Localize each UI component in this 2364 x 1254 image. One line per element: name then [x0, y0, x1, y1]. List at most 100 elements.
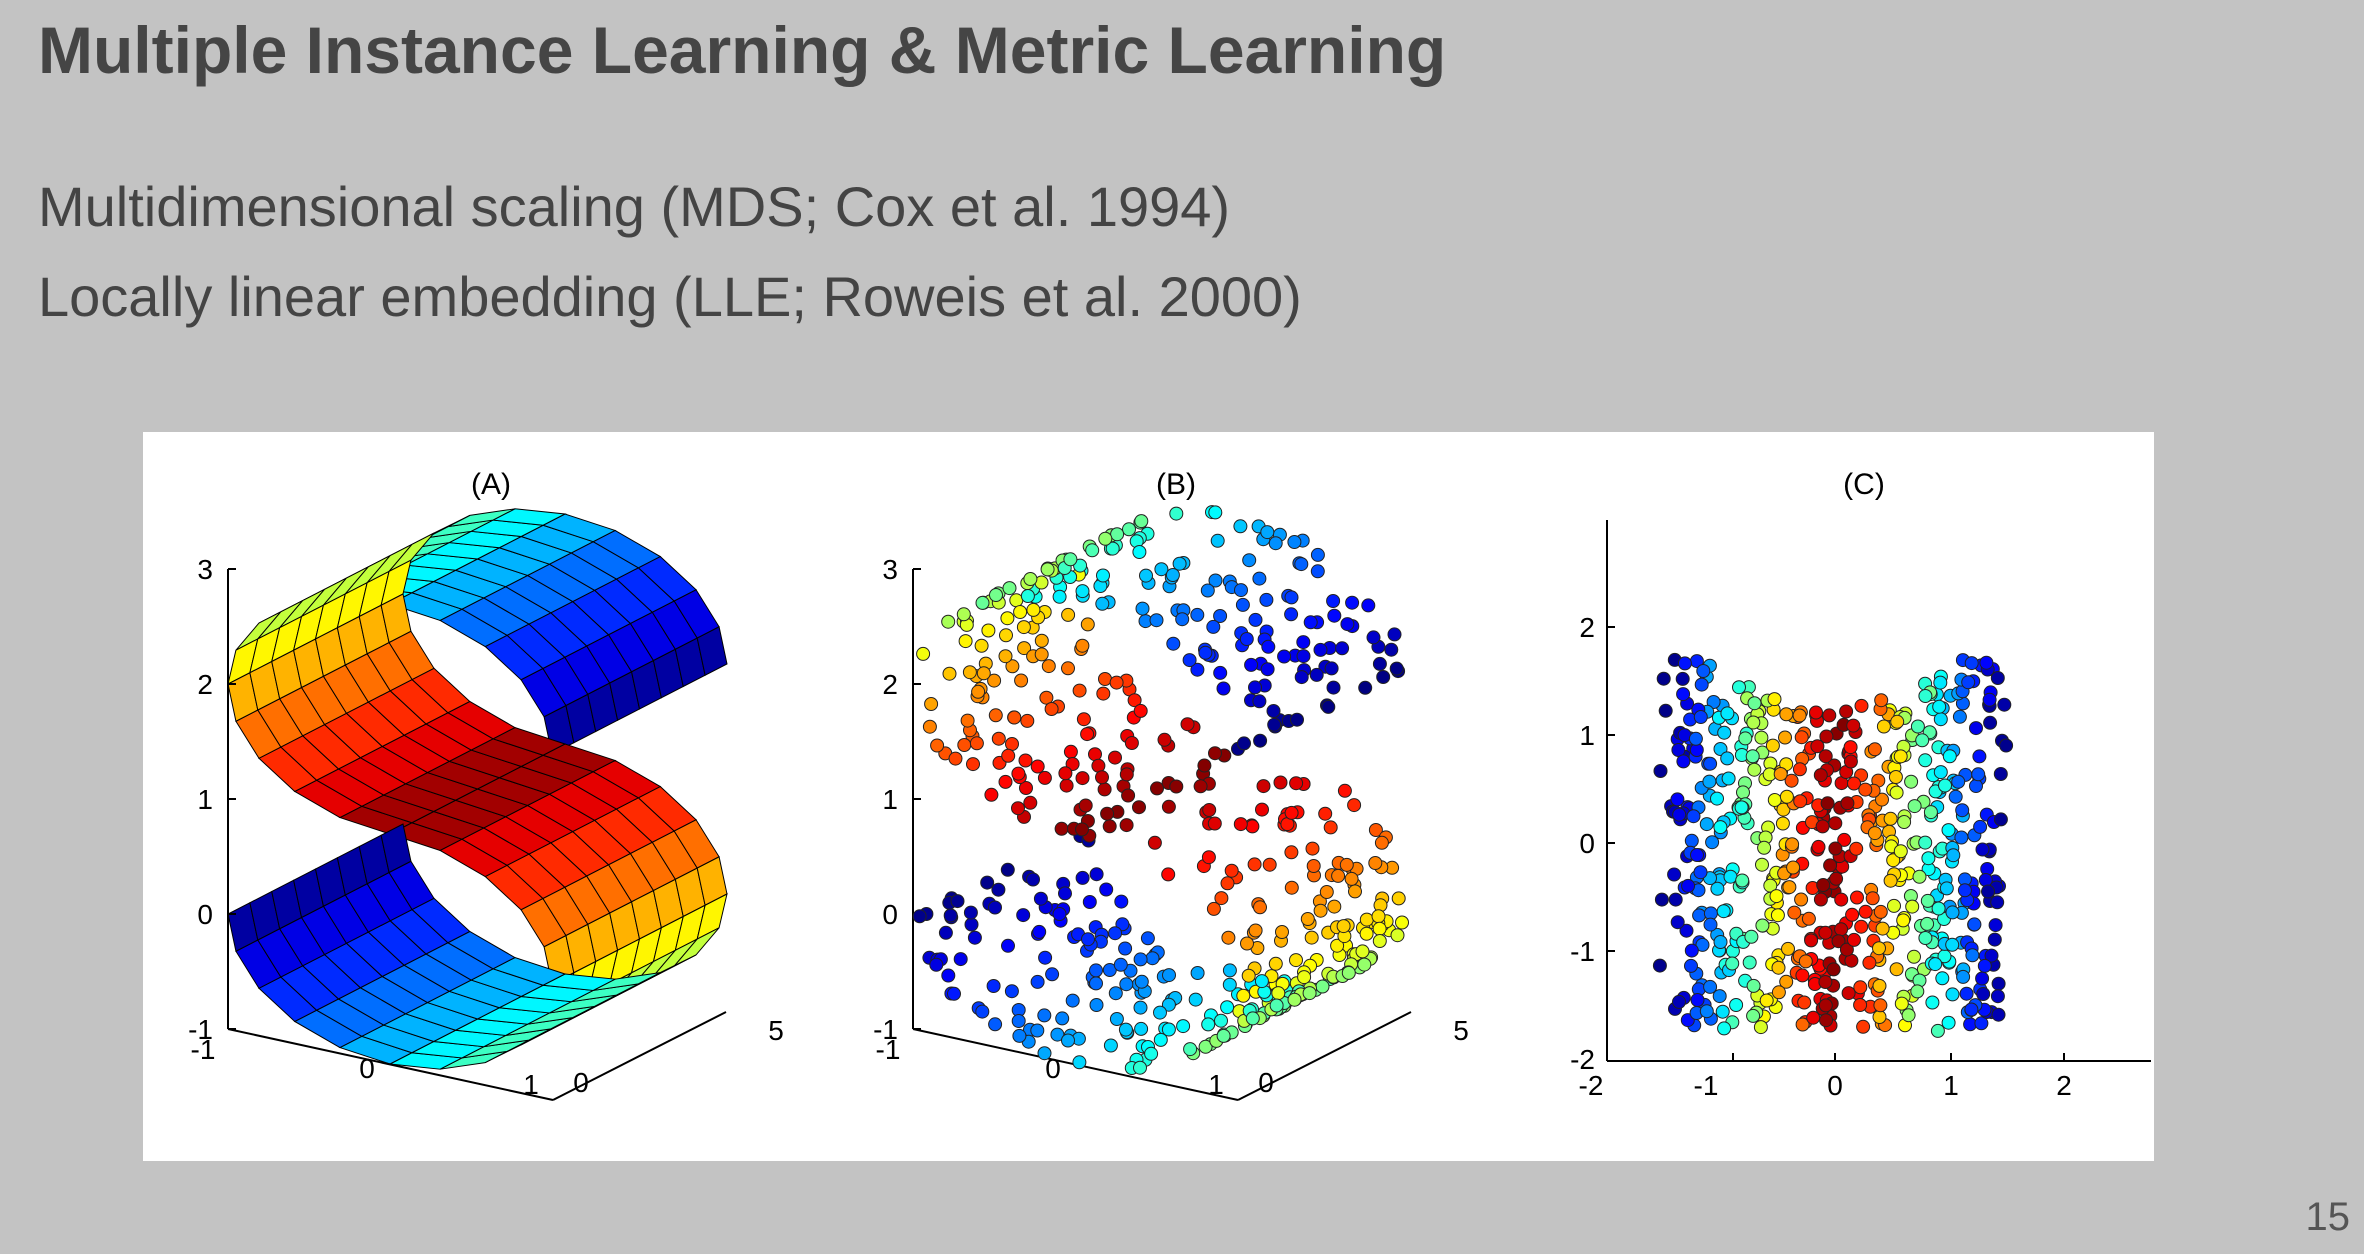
- scatter-point: [1715, 1004, 1730, 1019]
- scatter-point: [1065, 993, 1080, 1008]
- scatter-point: [1248, 923, 1263, 938]
- scatter-point: [1376, 670, 1391, 684]
- scatter-point: [1032, 924, 1047, 939]
- scatter-point: [1118, 1022, 1133, 1037]
- scatter-point: [1273, 775, 1288, 790]
- scatter-point: [1099, 882, 1114, 897]
- scatter-point: [1858, 782, 1873, 797]
- scatter-point: [1933, 765, 1948, 780]
- scatter-point: [1348, 884, 1362, 899]
- scatter-point: [967, 930, 982, 945]
- scatter-point: [1088, 747, 1102, 762]
- scatter-point: [1190, 607, 1205, 622]
- scatter-point: [1738, 731, 1753, 746]
- scatter-point: [1100, 806, 1115, 821]
- scatter-point: [922, 719, 937, 734]
- bullet-lle: Locally linear embedding (LLE; Roweis et…: [38, 265, 1302, 328]
- scatter-point: [1023, 795, 1038, 810]
- scatter-point: [1165, 568, 1180, 582]
- scatter-point: [1190, 966, 1205, 980]
- panel-b-ztick: 2: [882, 669, 898, 700]
- scatter-point: [1252, 694, 1267, 709]
- scatter-point: [1210, 533, 1225, 548]
- scatter-point: [1331, 868, 1346, 883]
- scatter-point: [1935, 971, 1950, 986]
- scatter-point: [1183, 1042, 1198, 1057]
- surface-patch: [380, 593, 412, 644]
- scatter-point: [1744, 929, 1759, 944]
- scatter-point: [1874, 693, 1889, 708]
- scatter-point: [1755, 857, 1769, 872]
- scatter-point: [1245, 1011, 1260, 1026]
- scatter-point: [1011, 1014, 1026, 1028]
- scatter-point: [1759, 993, 1774, 1008]
- scatter-point: [1236, 988, 1251, 1003]
- scatter-point: [1912, 869, 1927, 884]
- scatter-point: [1954, 830, 1969, 845]
- scatter-point: [1108, 750, 1122, 765]
- scatter-point: [971, 684, 986, 699]
- panel-a-ztick: 2: [197, 669, 213, 700]
- scatter-point: [1656, 671, 1671, 686]
- scatter-point: [1127, 693, 1142, 708]
- scatter-point: [1304, 930, 1319, 945]
- scatter-point: [1054, 821, 1069, 836]
- scatter-point: [1208, 573, 1223, 588]
- scatter-point: [975, 595, 990, 610]
- scatter-point: [1252, 571, 1267, 586]
- scatter-point: [1677, 656, 1692, 671]
- scatter-point: [1081, 932, 1095, 947]
- panel-b-ztick: -1: [873, 1014, 898, 1045]
- scatter-point: [1713, 820, 1728, 835]
- scatter-point: [1747, 762, 1762, 777]
- scatter-point: [1894, 996, 1909, 1011]
- scatter-point: [1754, 730, 1769, 745]
- scatter-point: [1867, 742, 1882, 757]
- panel-c-xtick: 1: [1943, 1070, 1959, 1101]
- scatter-point: [1696, 664, 1711, 678]
- scatter-point: [1011, 801, 1025, 816]
- scatter-point: [1045, 967, 1060, 982]
- scatter-point: [1327, 608, 1342, 623]
- slide-title: Multiple Instance Learning & Metric Lear…: [38, 13, 1447, 87]
- scatter-point: [1050, 1027, 1065, 1042]
- scatter-point: [1105, 541, 1120, 556]
- scatter-point: [1063, 744, 1078, 759]
- scatter-point: [1294, 557, 1309, 572]
- scatter-point: [1710, 791, 1724, 806]
- scatter-point: [1794, 730, 1809, 745]
- scatter-point: [1813, 892, 1828, 907]
- scatter-point: [1154, 562, 1169, 577]
- scatter-point: [1096, 568, 1110, 583]
- scatter-point: [1014, 673, 1029, 688]
- scatter-point: [1735, 873, 1750, 888]
- scatter-point: [1779, 789, 1794, 804]
- scatter-point: [1267, 717, 1282, 732]
- scatter-point: [1324, 661, 1339, 676]
- scatter-point: [1145, 951, 1160, 966]
- scatter-point: [1098, 672, 1112, 686]
- scatter-point: [1072, 683, 1087, 698]
- scatter-point: [1034, 647, 1049, 662]
- panel-a-xtick: 0: [359, 1053, 375, 1084]
- scatter-point: [1723, 869, 1738, 884]
- scatter-point: [930, 738, 945, 753]
- scatter-point: [1945, 905, 1960, 920]
- scatter-point: [981, 623, 996, 638]
- scatter-point: [1699, 817, 1714, 832]
- scatter-point: [1973, 819, 1988, 834]
- scatter-point: [1133, 952, 1148, 967]
- scatter-point: [1971, 767, 1986, 782]
- scatter-point: [1244, 657, 1259, 672]
- scatter-point: [1955, 803, 1970, 818]
- scatter-point: [1710, 881, 1725, 896]
- scatter-point: [1253, 900, 1267, 915]
- scatter-point: [1938, 778, 1952, 793]
- scatter-point: [1026, 872, 1040, 887]
- scatter-point: [1819, 729, 1834, 744]
- scatter-point: [1000, 611, 1015, 626]
- scatter-point: [1098, 531, 1113, 546]
- scatter-point: [950, 894, 965, 909]
- scatter-point: [1705, 835, 1720, 850]
- scatter-point: [1889, 785, 1904, 800]
